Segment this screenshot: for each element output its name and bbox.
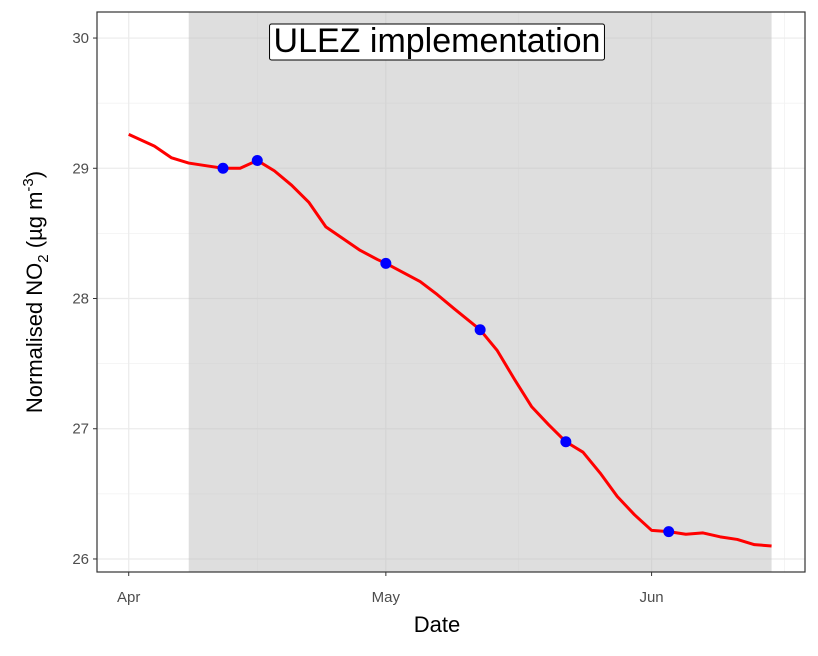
y-tick-label: 30 (72, 30, 89, 47)
x-tick-label: May (372, 589, 401, 606)
point (217, 162, 229, 174)
y-tick-label: 26 (72, 551, 89, 568)
point (251, 154, 263, 166)
annotation-box (269, 23, 605, 61)
point (380, 257, 392, 269)
x-axis-label: Date (414, 612, 460, 637)
y-tick-label: 28 (72, 291, 89, 308)
x-tick-label: Jun (639, 589, 663, 606)
shaded-period (188, 12, 772, 572)
point (474, 324, 486, 336)
y-label-sub: 2 (35, 254, 52, 262)
y-axis-label: Normalised NO2 (µg m-3) (20, 171, 52, 413)
y-label-part: (µg m (22, 192, 47, 255)
y-tick-label: 29 (72, 160, 89, 177)
point (663, 526, 675, 538)
panel-border (96, 11, 806, 573)
y-label-part: Normalised NO (22, 263, 47, 413)
y-tick-label: 27 (72, 421, 89, 438)
y-label-part: ) (22, 171, 47, 178)
annotation: ULEZ implementation (274, 22, 601, 60)
point (560, 436, 572, 448)
x-tick-label: Apr (117, 589, 140, 606)
y-label-sup: -3 (20, 178, 37, 191)
